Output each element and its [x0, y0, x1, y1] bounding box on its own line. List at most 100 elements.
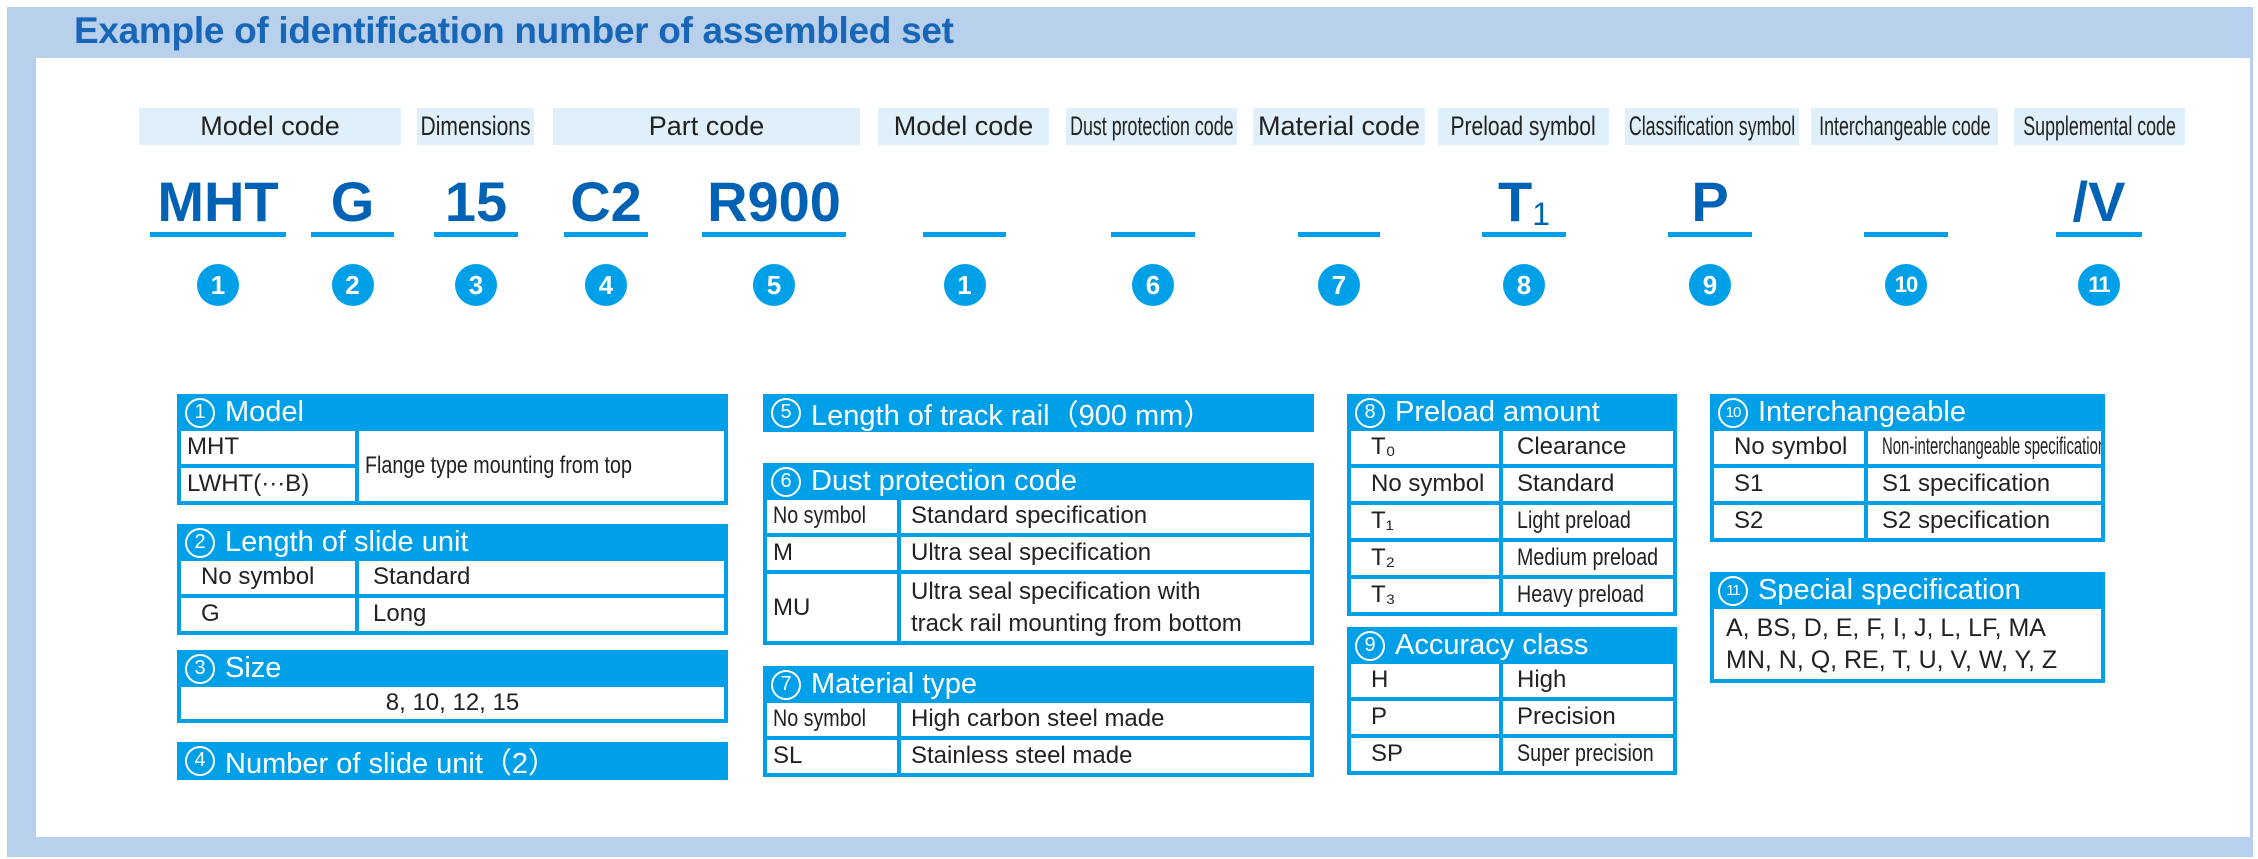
table-cell: Standard [359, 561, 724, 594]
circled-number-badge: 9 [1689, 264, 1731, 306]
table-title: Accuracy class [1395, 629, 1589, 661]
table-cell: T₁ [1351, 505, 1499, 538]
table-cell: High [1503, 664, 1673, 697]
table-cell: Heavy preload [1503, 579, 1673, 612]
table-title: Size [225, 652, 282, 684]
circled-number-badge: 1 [943, 264, 986, 306]
table-cell: P [1351, 701, 1499, 734]
circled-number: 1 [185, 397, 215, 428]
code-value [923, 168, 1006, 230]
circled-number-badge: 6 [1132, 264, 1174, 306]
circled-number-badge: 8 [1503, 264, 1545, 306]
circled-number-badge: 11 [2078, 264, 2120, 306]
code-underline [434, 232, 518, 237]
label-part-code: Part code [553, 108, 860, 145]
table-cell: S1 [1714, 468, 1864, 501]
table-cell: No symbol [1351, 468, 1499, 501]
table-title: Number of slide unit（2） [225, 747, 558, 780]
code-value [1111, 168, 1195, 230]
table-cell: T₀ [1351, 431, 1499, 464]
code-underline [923, 232, 1006, 237]
table-cell: S2 specification [1868, 505, 2101, 538]
table-rail-length: 5 Length of track rail（900 mm） [763, 394, 1314, 432]
label-dust-protection-code: Dust protection code [1066, 108, 1237, 145]
table-cell: No symbol [1714, 431, 1864, 464]
table-cell: High carbon steel made [901, 703, 1310, 736]
table-cell: H [1351, 664, 1499, 697]
table-cell: Standard specification [901, 500, 1310, 533]
code-underline [1864, 232, 1948, 237]
label-dimensions: Dimensions [417, 108, 534, 145]
table-cell: Standard [1503, 468, 1673, 501]
table-material: 7 Material type No symbol High carbon steel… [763, 666, 1314, 777]
table-cell: Flange type mounting from top [359, 431, 724, 501]
table-cell: Light preload [1503, 505, 1673, 538]
circled-number: 5 [771, 397, 801, 428]
circled-number: 7 [771, 669, 801, 700]
table-title: Special specification [1758, 574, 2021, 606]
code-underline [1482, 232, 1566, 237]
table-slide-count: 4 Number of slide unit（2） [177, 742, 728, 780]
table-title: Preload amount [1395, 396, 1600, 428]
table-title: Length of slide unit [225, 526, 469, 558]
table-title: Interchangeable [1758, 396, 1966, 428]
label-model-code-2: Model code [878, 108, 1049, 145]
label-material-code: Material code [1253, 108, 1425, 145]
code-underline [1111, 232, 1195, 237]
table-slide-length: 2 Length of slide unit No symbol Standard G L… [177, 524, 728, 635]
circled-number-badge: 2 [331, 264, 374, 306]
code-value: 15 [444, 170, 508, 233]
table-accuracy: 9 Accuracy class H High P Precision SP Super pr… [1347, 627, 1677, 775]
special-codes: A, BS, D, E, F, Ⅰ, J, L, LF, MA MN, N, Q,… [1714, 609, 2101, 679]
code-underline [1298, 232, 1380, 237]
circled-number: 9 [1355, 630, 1385, 661]
code-value [1864, 168, 1948, 230]
code-underline [564, 232, 648, 237]
table-title: Material type [811, 668, 978, 700]
code-value: MHT [157, 170, 279, 233]
table-title: Dust protection code [811, 465, 1077, 497]
table-cell: SL [767, 740, 897, 773]
table-cell: Medium preload [1503, 542, 1673, 575]
table-title: Model [225, 396, 304, 428]
table-dust-protection: 6 Dust protection code No symbol Standard s… [763, 463, 1314, 645]
table-cell: No symbol [767, 500, 897, 533]
circled-number: 2 [185, 527, 215, 558]
page-title: Example of identification number of asse… [74, 10, 954, 51]
circled-number-badge: 10 [1885, 264, 1927, 306]
table-cell: S2 [1714, 505, 1864, 538]
circled-number-badge: 1 [197, 264, 239, 306]
table-cell: Ultra seal specification with track rail… [901, 574, 1310, 641]
table-cell: Stainless steel made [901, 740, 1310, 773]
table-cell: SP [1351, 738, 1499, 771]
table-cell: G [181, 598, 355, 631]
table-cell: S1 specification [1868, 468, 2101, 501]
table-cell: M [767, 537, 897, 570]
code-value: R900 [707, 170, 841, 233]
circled-number-badge: 5 [753, 264, 795, 306]
circled-number-badge: 7 [1318, 264, 1360, 306]
circled-number: 11 [1718, 575, 1748, 606]
code-underline [702, 232, 846, 237]
table-size: 3 Size 8, 10, 12, 15 [177, 650, 728, 723]
circled-number: 10 [1718, 397, 1748, 428]
table-cell: Long [359, 598, 724, 631]
table-cell: MU [767, 574, 897, 641]
table-model: 1 Model MHT Flange type mounting from top… [177, 394, 728, 505]
table-cell: T₂ [1351, 542, 1499, 575]
table-cell: T₃ [1351, 579, 1499, 612]
label-classification-symbol: Classification symbol [1625, 108, 1799, 145]
table-cell: No symbol [181, 561, 355, 594]
circled-number-badge: 4 [585, 264, 627, 306]
table-cell: LWHT(···B) [181, 468, 355, 501]
code-value: C2 [570, 170, 642, 233]
circled-number-badge: 3 [455, 264, 497, 306]
table-cell: MHT [181, 431, 355, 464]
code-underline [1668, 232, 1752, 237]
table-cell: No symbol [767, 703, 897, 736]
code-value [1298, 168, 1380, 230]
label-supplemental-code: Supplemental code [2014, 108, 2185, 145]
table-cell: Ultra seal specification [901, 537, 1310, 570]
table-cell: Super precision [1503, 738, 1673, 771]
label-model-code: Model code [139, 108, 401, 145]
